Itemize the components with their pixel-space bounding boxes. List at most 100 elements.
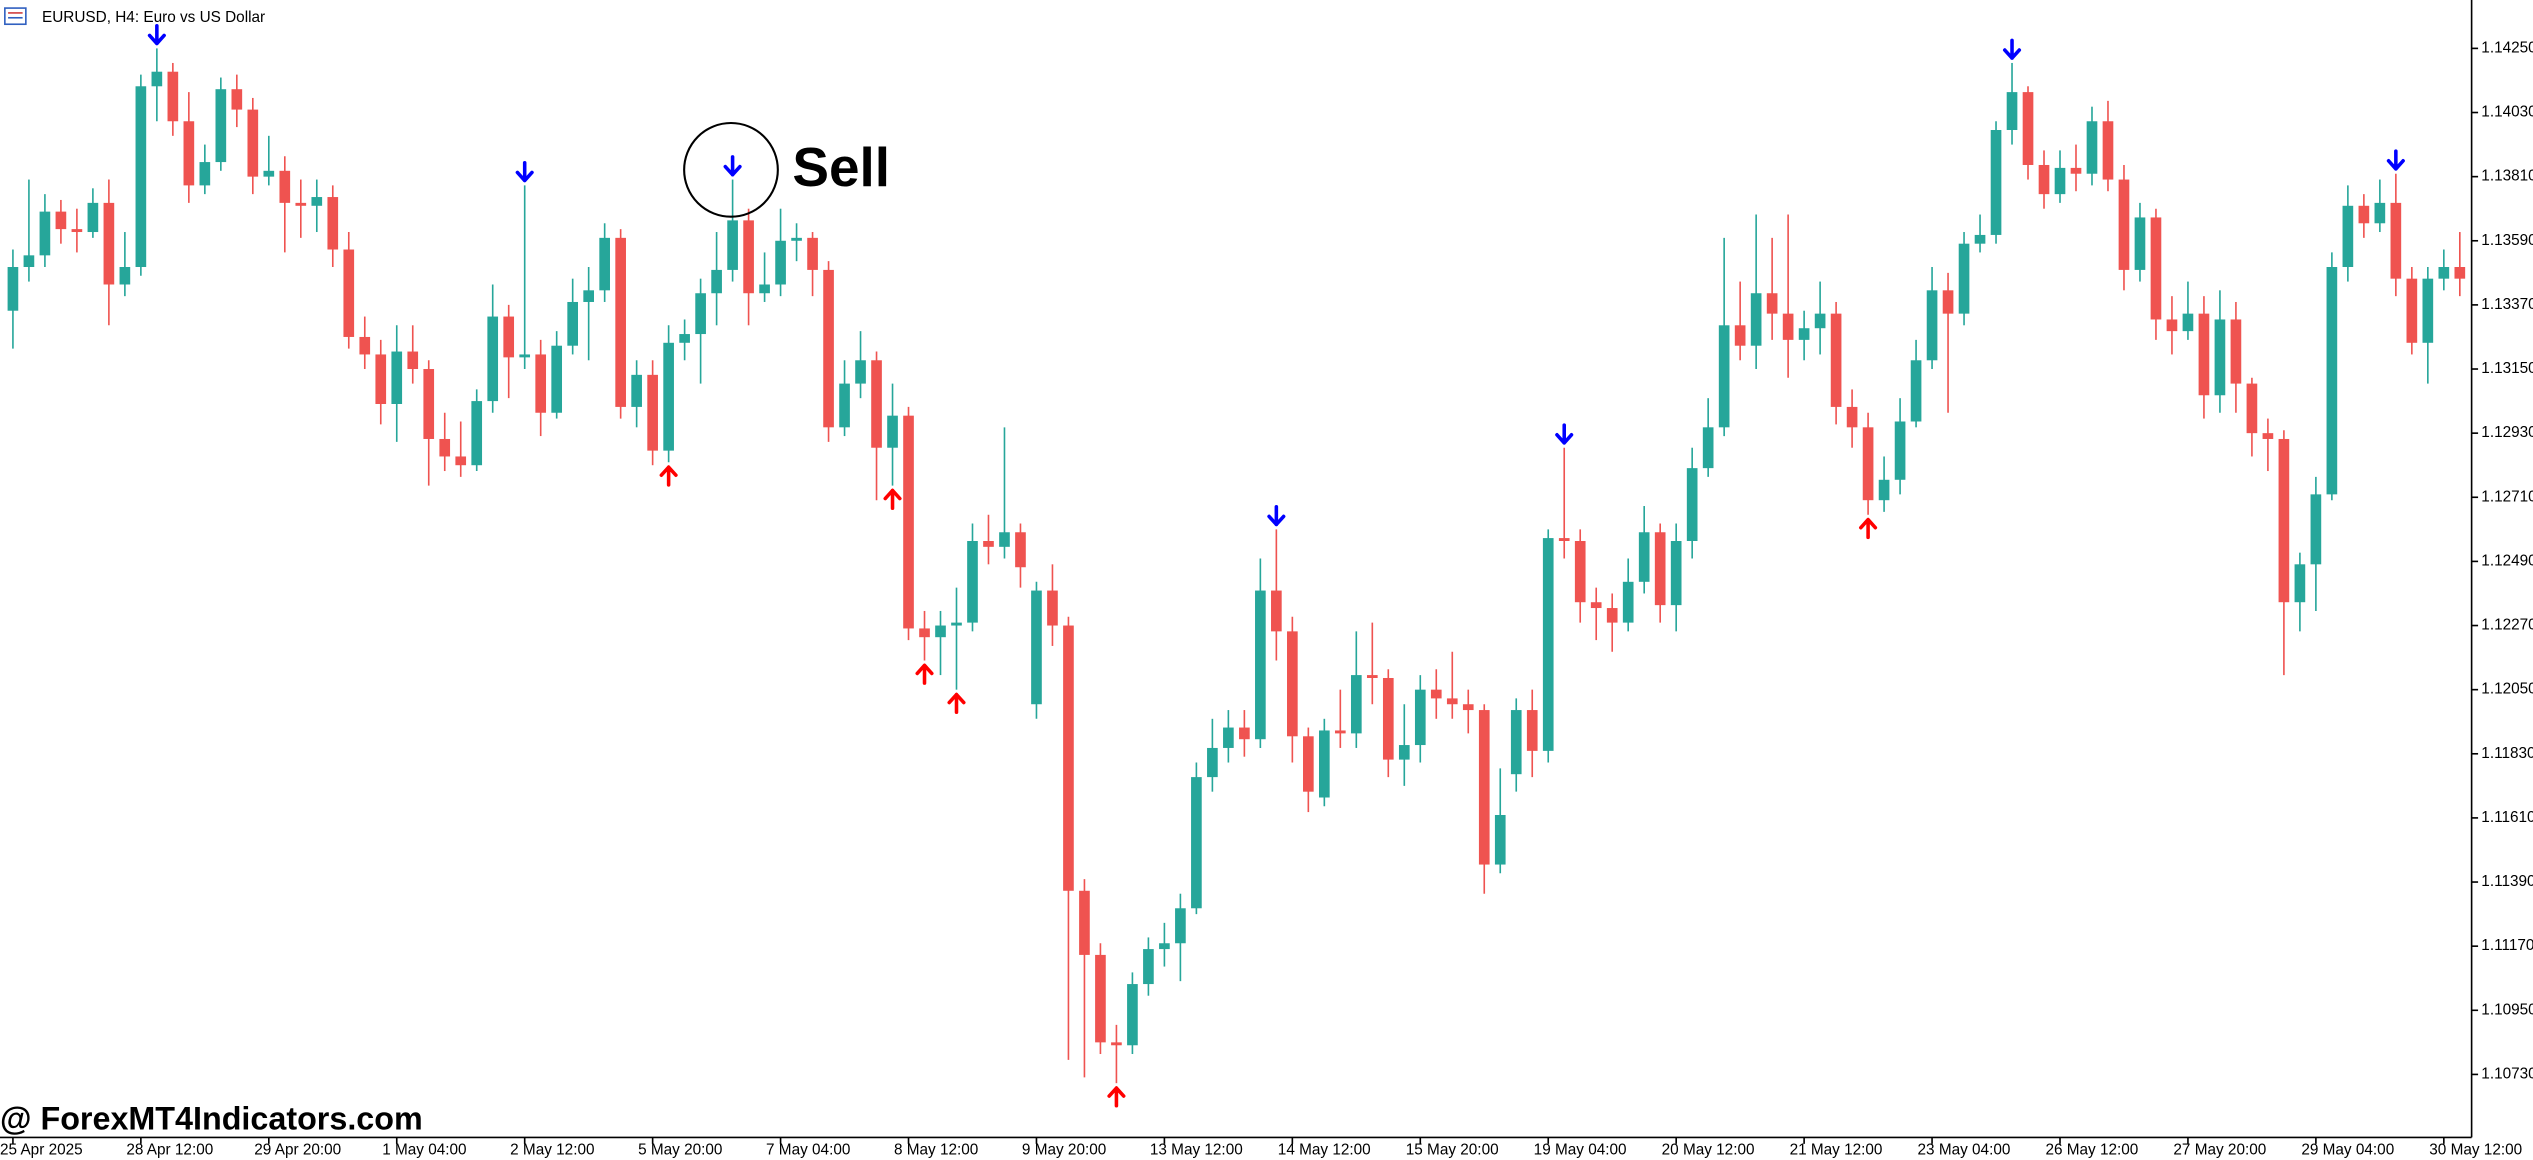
- candle-body: [2342, 205, 2354, 268]
- y-tick-label: 1.14030: [2481, 104, 2533, 121]
- candle-body: [2166, 319, 2178, 332]
- candle-body: [1830, 313, 1842, 407]
- x-tick-label: 5 May 20:00: [638, 1141, 722, 1158]
- candle-body: [775, 240, 786, 285]
- candle-body: [1862, 427, 1874, 501]
- candle-body: [2198, 313, 2210, 396]
- sell-arrow: [1555, 423, 1574, 445]
- candle-body: [391, 351, 403, 405]
- candle-body: [1814, 313, 1826, 329]
- candle-body: [519, 354, 531, 358]
- candle-body: [263, 170, 275, 177]
- candle-body: [647, 374, 658, 451]
- candle-body: [1846, 406, 1858, 428]
- candle-body: [1143, 949, 1154, 985]
- candle-body: [823, 269, 834, 428]
- candle-body: [1926, 290, 1938, 361]
- candle-body: [1734, 325, 1746, 346]
- candle-body: [311, 197, 323, 206]
- buy-arrow: [1859, 517, 1878, 540]
- x-tick-label: 13 May 12:00: [1150, 1141, 1243, 1158]
- candle-body: [119, 267, 131, 285]
- candle-body: [2182, 313, 2194, 332]
- x-tick-label: 9 May 20:00: [1022, 1141, 1106, 1158]
- candle-body: [71, 229, 83, 233]
- annotation-circle: [683, 121, 779, 218]
- candle-body: [1670, 540, 1682, 606]
- candle-body: [2438, 267, 2450, 279]
- y-tick-label: 1.14250: [2481, 39, 2533, 56]
- candle-body: [1782, 313, 1794, 340]
- sell-arrow: [147, 23, 166, 46]
- candle-body: [759, 284, 770, 294]
- candle-body: [439, 438, 451, 457]
- candle-body: [1382, 677, 1394, 760]
- candle-body: [1638, 532, 1650, 582]
- candle-body: [599, 237, 610, 291]
- y-tick-label: 1.11170: [2481, 937, 2533, 954]
- candle-body: [1111, 1042, 1122, 1046]
- candle-body: [2278, 438, 2290, 603]
- candle-body: [871, 360, 882, 448]
- chart-title: EURUSD, H4: Euro vs US Dollar: [42, 9, 265, 26]
- x-tick-label: 23 May 04:00: [1918, 1141, 2011, 1158]
- candle-body: [1255, 590, 1266, 740]
- candle-body: [2006, 92, 2018, 131]
- sell-arrow: [1267, 504, 1286, 527]
- x-tick-label: 7 May 04:00: [766, 1141, 850, 1158]
- candle-body: [2374, 202, 2386, 224]
- sell-arrow: [2386, 149, 2405, 171]
- y-tick-label: 1.10730: [2481, 1065, 2533, 1082]
- candle-body: [887, 415, 898, 448]
- sell-arrow: [723, 155, 742, 177]
- candle-body: [2454, 267, 2466, 279]
- x-tick-label: 25 Apr 2025: [0, 1141, 83, 1158]
- candle-body: [1606, 608, 1618, 623]
- candle-body: [2054, 167, 2066, 195]
- x-tick-label: 30 May 12:00: [2429, 1141, 2522, 1158]
- candle-body: [1303, 736, 1314, 792]
- candle-body: [1702, 427, 1714, 469]
- candle-body: [1750, 293, 1762, 346]
- buy-arrow: [659, 465, 678, 487]
- candle-body: [903, 415, 914, 629]
- candle-body: [1191, 777, 1202, 909]
- candle-body: [455, 456, 467, 466]
- candle-body: [951, 622, 962, 626]
- candle-body: [2102, 121, 2114, 180]
- buy-arrow: [947, 692, 966, 715]
- candle-body: [151, 71, 163, 87]
- sell-arrow: [515, 160, 534, 183]
- candle-body: [1510, 710, 1522, 775]
- candle-body: [39, 211, 51, 256]
- candle-body: [215, 89, 227, 163]
- candle-body: [87, 202, 99, 233]
- y-tick-label: 1.10950: [2481, 1001, 2533, 1018]
- candle-body: [2358, 205, 2370, 224]
- buy-arrow: [883, 488, 902, 511]
- candle-body: [247, 109, 259, 177]
- candle-body: [295, 202, 307, 206]
- candle-body: [631, 374, 642, 407]
- candle-body: [567, 301, 579, 346]
- candle-body: [1095, 954, 1106, 1043]
- candle-body: [711, 269, 722, 294]
- candle-body: [423, 369, 435, 439]
- candle-body: [1942, 290, 1954, 314]
- candle-body: [199, 162, 211, 186]
- candle-body: [1350, 675, 1362, 734]
- candle-body: [1079, 890, 1090, 955]
- x-tick-label: 28 Apr 12:00: [126, 1141, 213, 1158]
- candle-body: [2070, 167, 2082, 174]
- candle-body: [695, 293, 706, 335]
- candle-body: [2150, 217, 2162, 320]
- candle-body: [2022, 92, 2034, 165]
- x-tick-label: 26 May 12:00: [2045, 1141, 2138, 1158]
- candle-body: [487, 316, 499, 402]
- y-tick-label: 1.13590: [2481, 232, 2533, 249]
- y-tick-label: 1.11610: [2481, 809, 2533, 826]
- y-tick-label: 1.13370: [2481, 296, 2533, 313]
- candle-body: [1414, 689, 1426, 746]
